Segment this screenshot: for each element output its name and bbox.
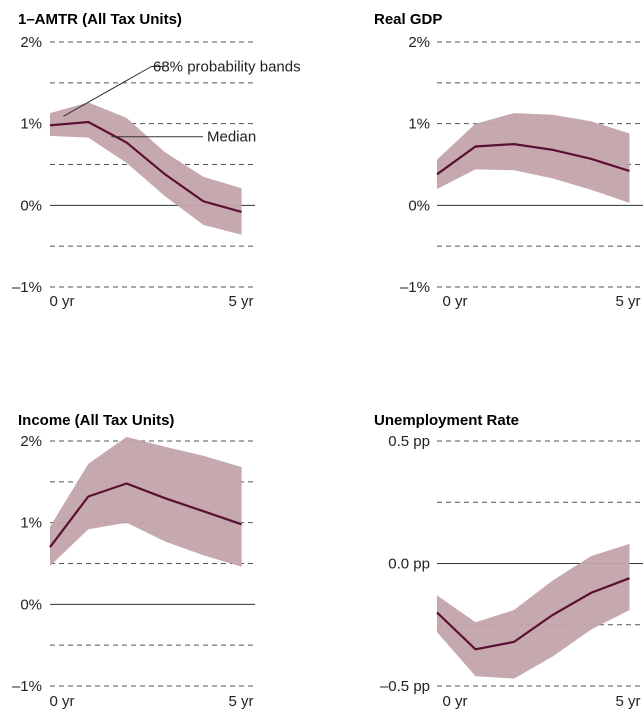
chart-panel-4: Unemployment Rate 0.5 pp 0.0 pp –0.5 pp 0 yr…: [374, 412, 643, 710]
chart-title: Real GDP: [374, 11, 442, 28]
band-leader-line: [63, 66, 164, 117]
chart-panel-2: Real GDP 2% 1% 0% –1% 0 yr 5 yr: [374, 11, 643, 310]
x-tick-label: 0 yr: [49, 293, 74, 310]
x-tick-label: 0 yr: [49, 693, 74, 710]
chart-title: Income (All Tax Units): [18, 412, 174, 429]
annotation-bands: 68% probability bands: [153, 59, 301, 76]
x-tick-label: 0 yr: [442, 693, 467, 710]
probability-band: [437, 543, 630, 679]
y-tick-label: –1%: [400, 279, 430, 296]
y-tick-label: 2%: [20, 433, 42, 450]
chart-title: Unemployment Rate: [374, 412, 519, 429]
y-tick-label: 2%: [408, 34, 430, 51]
plot-area: [436, 543, 630, 679]
y-tick-label: 0.0 pp: [388, 556, 430, 573]
chart-title: 1–AMTR (All Tax Units): [18, 11, 182, 28]
y-tick-label: 1%: [408, 116, 430, 133]
plot-area: [49, 102, 242, 235]
median-line: [436, 577, 630, 651]
plot-area: [49, 436, 242, 567]
x-tick-label: 5 yr: [615, 693, 640, 710]
probability-band: [50, 436, 242, 567]
median-line: [49, 120, 242, 213]
y-tick-label: 0%: [408, 197, 430, 214]
y-tick-label: 1%: [20, 515, 42, 532]
annotation-median: Median: [207, 129, 256, 146]
x-tick-label: 5 yr: [228, 293, 253, 310]
plot-area: [436, 113, 630, 203]
y-tick-label: –0.5 pp: [380, 678, 430, 695]
chart-panel-1: 1–AMTR (All Tax Units) 2% 1% 0% –1% 0 yr 5 yr 6…: [12, 11, 301, 310]
median-line: [436, 142, 630, 176]
x-tick-label: 0 yr: [442, 293, 467, 310]
x-tick-label: 5 yr: [615, 293, 640, 310]
probability-band: [437, 113, 630, 203]
y-tick-label: 0%: [20, 197, 42, 214]
probability-band: [50, 102, 242, 235]
y-tick-label: 2%: [20, 34, 42, 51]
y-tick-label: 0%: [20, 596, 42, 613]
y-tick-label: –1%: [12, 678, 42, 695]
y-tick-label: 1%: [20, 116, 42, 133]
y-tick-label: –1%: [12, 279, 42, 296]
median-line: [49, 482, 242, 548]
x-tick-label: 5 yr: [228, 693, 253, 710]
y-tick-label: 0.5 pp: [388, 433, 430, 450]
chart-panel-3: Income (All Tax Units) 2% 1% 0% –1% 0 yr 5 yr: [12, 412, 255, 710]
